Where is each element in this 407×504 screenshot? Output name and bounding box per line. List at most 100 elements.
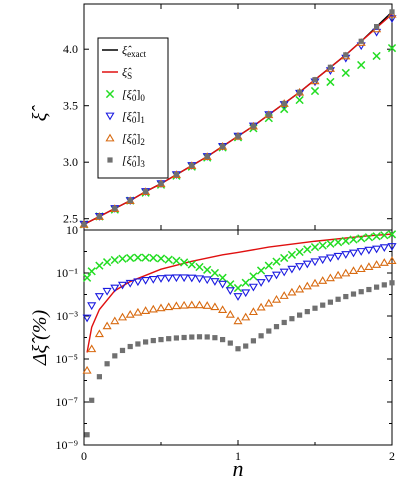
data-point bbox=[117, 281, 128, 290]
data-point bbox=[289, 316, 295, 322]
y-tick-label: 10⁻⁹ bbox=[55, 438, 78, 452]
data-point bbox=[318, 276, 328, 284]
data-point bbox=[149, 253, 158, 263]
data-point bbox=[102, 287, 112, 296]
data-point bbox=[310, 278, 320, 287]
data-point bbox=[141, 253, 150, 262]
data-point bbox=[233, 293, 243, 301]
data-point bbox=[220, 336, 226, 343]
data-point bbox=[119, 347, 126, 354]
error-line bbox=[86, 233, 393, 353]
data-point bbox=[343, 52, 349, 58]
data-point bbox=[374, 284, 380, 290]
data-point bbox=[333, 270, 343, 279]
data-point bbox=[173, 335, 179, 341]
y-axis-label: Δξ̂ (%) bbox=[29, 310, 51, 367]
data-point bbox=[279, 291, 289, 299]
data-point bbox=[287, 250, 297, 259]
data-point bbox=[110, 284, 120, 293]
data-point bbox=[210, 278, 220, 286]
data-point bbox=[312, 77, 318, 83]
data-point bbox=[250, 338, 256, 344]
legend-marker bbox=[107, 157, 113, 163]
legend-label-sub: 0 bbox=[132, 159, 137, 169]
data-point bbox=[226, 280, 235, 289]
data-point bbox=[320, 302, 326, 308]
data-point bbox=[171, 274, 181, 283]
data-point bbox=[349, 235, 358, 244]
data-point bbox=[380, 231, 389, 240]
data-point bbox=[357, 60, 366, 70]
data-point bbox=[304, 309, 310, 315]
data-point bbox=[166, 336, 172, 342]
data-point bbox=[218, 280, 228, 289]
data-point bbox=[171, 301, 181, 310]
legend-label-sub: 0 bbox=[132, 137, 137, 147]
data-point bbox=[179, 258, 189, 267]
data-point bbox=[287, 265, 297, 274]
data-point bbox=[364, 262, 374, 270]
data-point bbox=[89, 397, 95, 403]
data-point bbox=[179, 300, 189, 309]
data-point bbox=[341, 68, 350, 78]
data-point bbox=[202, 301, 212, 309]
data-point bbox=[357, 234, 366, 243]
y-tick-label: 3.5 bbox=[63, 99, 78, 113]
data-point bbox=[94, 293, 104, 301]
data-point bbox=[295, 247, 304, 257]
data-point bbox=[335, 296, 341, 302]
data-point bbox=[356, 264, 366, 273]
data-point bbox=[189, 334, 195, 340]
data-point bbox=[389, 9, 395, 15]
data-point bbox=[249, 272, 258, 281]
data-point bbox=[364, 246, 374, 255]
data-point bbox=[181, 334, 187, 341]
data-point bbox=[164, 274, 174, 283]
data-point bbox=[387, 230, 397, 239]
data-point bbox=[187, 260, 196, 269]
data-point bbox=[87, 267, 96, 276]
y-tick-label: 10 bbox=[66, 223, 78, 237]
data-point bbox=[279, 268, 289, 277]
x-tick-label: 2 bbox=[389, 449, 395, 463]
x-tick-label: 1 bbox=[235, 449, 241, 463]
data-point bbox=[164, 255, 173, 264]
data-point bbox=[372, 51, 381, 61]
y-tick-label: 10⁻³ bbox=[56, 309, 78, 323]
data-point bbox=[202, 276, 212, 285]
data-point bbox=[104, 361, 110, 367]
data-point bbox=[318, 256, 328, 265]
data-point bbox=[333, 238, 343, 247]
data-point bbox=[141, 306, 151, 314]
data-point bbox=[158, 336, 164, 343]
data-point bbox=[187, 300, 197, 309]
data-point bbox=[358, 289, 364, 295]
data-point bbox=[225, 287, 235, 296]
data-point bbox=[133, 307, 143, 316]
data-point bbox=[150, 337, 156, 344]
data-point bbox=[343, 293, 349, 300]
data-point bbox=[280, 253, 289, 263]
data-point bbox=[189, 162, 195, 169]
data-point bbox=[110, 316, 120, 325]
legend-label-bracket: ] bbox=[136, 87, 140, 101]
data-point bbox=[372, 232, 381, 241]
legend-label-bracket: ] bbox=[136, 153, 140, 167]
data-point bbox=[295, 284, 305, 293]
data-point bbox=[326, 239, 335, 248]
data-point bbox=[133, 253, 143, 262]
data-point bbox=[302, 260, 312, 269]
y-tick-label: 2.5 bbox=[63, 212, 78, 226]
legend-label-base: ξ̂ bbox=[122, 43, 132, 57]
data-point bbox=[256, 302, 266, 311]
data-point bbox=[173, 172, 179, 178]
y-tick-label: 10⁻¹ bbox=[56, 266, 78, 280]
data-point bbox=[196, 334, 203, 340]
data-point bbox=[235, 133, 241, 139]
data-point bbox=[210, 302, 220, 311]
data-point bbox=[164, 302, 174, 311]
data-point bbox=[379, 258, 389, 266]
data-point bbox=[112, 205, 118, 212]
data-point bbox=[372, 28, 382, 37]
data-point bbox=[156, 275, 166, 283]
